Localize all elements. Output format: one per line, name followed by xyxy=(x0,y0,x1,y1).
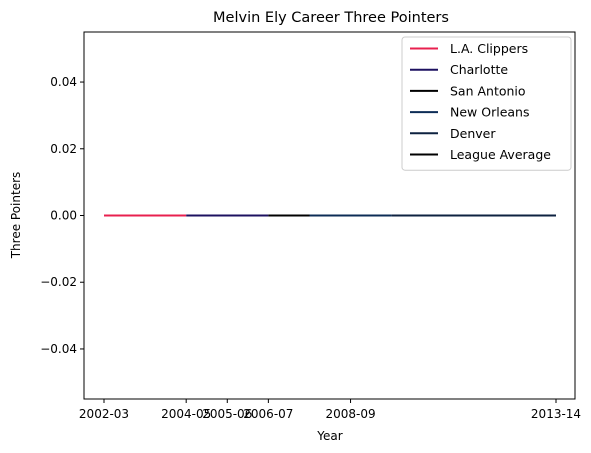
legend-label: San Antonio xyxy=(450,83,526,98)
x-tick-label: 2005-06 xyxy=(202,407,252,421)
y-tick-label: 0.04 xyxy=(50,75,77,89)
chart-title: Melvin Ely Career Three Pointers xyxy=(213,10,449,26)
y-tick-label: −0.04 xyxy=(40,342,77,356)
x-tick-label: 2006-07 xyxy=(243,407,293,421)
y-tick-label: −0.02 xyxy=(40,275,77,289)
x-tick-label: 2008-09 xyxy=(325,407,375,421)
y-axis: −0.04 −0.02 0.00 0.02 0.04 xyxy=(40,75,84,356)
x-axis-label: Year xyxy=(316,429,342,443)
y-axis-label: Three Pointers xyxy=(9,172,23,260)
legend-label: Denver xyxy=(450,126,496,141)
x-tick-label: 2004-05 xyxy=(161,407,211,421)
legend: L.A. Clippers Charlotte San Antonio New Orl… xyxy=(401,36,572,171)
legend-box xyxy=(401,36,572,171)
legend-label: New Orleans xyxy=(450,105,529,120)
legend-label: L.A. Clippers xyxy=(450,41,528,56)
x-tick-label: 2002-03 xyxy=(79,407,129,421)
legend-label: Charlotte xyxy=(450,62,508,77)
x-tick-label: 2013-14 xyxy=(531,407,581,421)
legend-label: League Average xyxy=(450,147,551,162)
y-tick-label: 0.02 xyxy=(50,142,77,156)
y-tick-label: 0.00 xyxy=(50,209,77,223)
